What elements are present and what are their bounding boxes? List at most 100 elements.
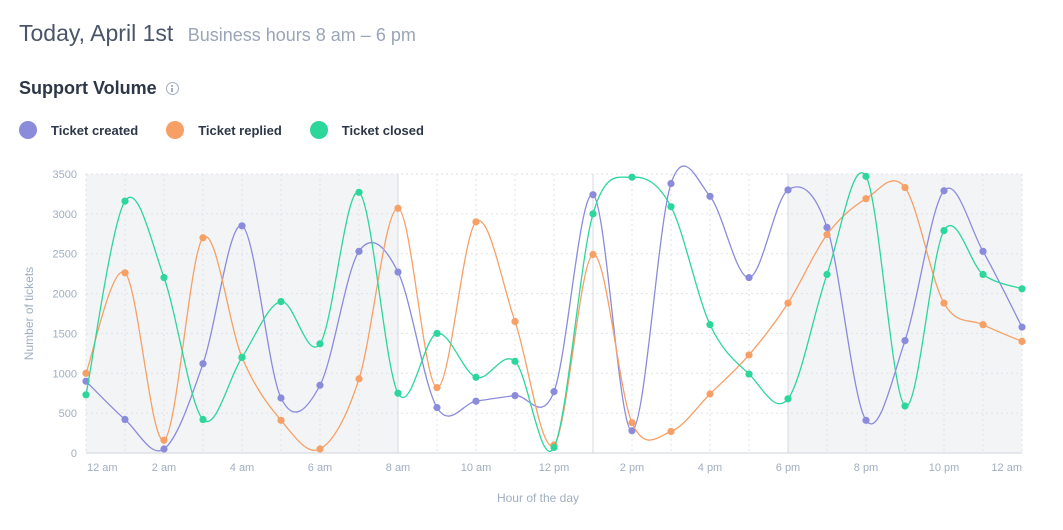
x-tick-label: 12 am — [87, 462, 118, 474]
data-point-created — [862, 416, 870, 424]
data-point-created — [121, 415, 129, 424]
data-point-created — [823, 223, 831, 232]
data-point-created — [199, 360, 207, 368]
legend-item-replied[interactable]: Ticket replied — [166, 121, 282, 139]
data-point-replied — [628, 419, 636, 427]
data-point-replied — [706, 390, 714, 398]
legend-label-created: Ticket created — [51, 122, 139, 138]
data-point-closed — [979, 270, 987, 279]
data-point-closed — [511, 357, 519, 365]
data-point-closed — [394, 389, 402, 397]
data-point-created — [277, 394, 285, 402]
x-tick-label: 4 pm — [698, 462, 722, 474]
y-tick-label: 3000 — [53, 209, 77, 221]
data-point-created — [238, 222, 246, 230]
x-tick-label: 6 pm — [776, 462, 800, 474]
data-point-closed — [706, 321, 714, 329]
data-point-created — [472, 397, 480, 405]
x-tick-label: 4 am — [230, 462, 254, 474]
data-point-closed — [1018, 285, 1026, 293]
x-tick-label: 6 am — [308, 462, 332, 474]
data-point-closed — [589, 210, 597, 218]
series-line-closed — [85, 172, 1023, 452]
data-point-closed — [862, 172, 870, 180]
data-point-closed — [355, 188, 363, 196]
data-point-replied — [667, 427, 675, 436]
data-point-replied — [862, 195, 870, 203]
data-point-closed — [238, 353, 246, 361]
business-hours-subtitle: Business hours 8 am – 6 pm — [187, 25, 416, 45]
data-point-closed — [472, 373, 480, 381]
data-point-closed — [199, 415, 207, 424]
data-point-replied — [472, 218, 480, 226]
data-point-created — [901, 337, 909, 345]
y-tick-label: 2000 — [53, 289, 77, 301]
data-point-created — [667, 179, 675, 188]
data-point-replied — [199, 234, 207, 242]
y-tick-label: 3500 — [53, 169, 77, 181]
legend-item-created[interactable]: Ticket created — [19, 121, 138, 139]
data-point-created — [745, 274, 753, 282]
data-point-created — [433, 403, 441, 412]
data-point-closed — [160, 274, 168, 282]
data-point-created — [550, 388, 558, 396]
header: Today, April 1st Business hours 8 am – 6… — [19, 20, 416, 47]
data-point-closed — [433, 329, 441, 338]
series-line-replied — [85, 180, 1023, 452]
data-point-closed — [784, 395, 792, 403]
data-point-closed — [667, 203, 675, 211]
data-point-replied — [511, 317, 519, 326]
y-tick-label: 0 — [71, 448, 77, 460]
legend-dot-created — [19, 121, 37, 139]
legend-dot-closed — [309, 121, 328, 139]
y-axis-title: Number of tickets — [22, 267, 36, 360]
y-tick-label: 2500 — [53, 249, 77, 261]
x-tick-label: 8 am — [386, 462, 410, 474]
data-point-replied — [1018, 337, 1026, 345]
legend-dot-replied — [166, 121, 185, 139]
data-point-created — [979, 247, 987, 255]
data-point-created — [706, 192, 714, 200]
data-point-replied — [394, 204, 402, 212]
chart-legend: Ticket created Ticket replied Ticket clo… — [19, 121, 452, 139]
data-point-created — [511, 392, 519, 400]
data-point-closed — [277, 297, 285, 306]
x-tick-label: 2 pm — [620, 462, 644, 474]
data-point-created — [940, 187, 948, 195]
data-point-replied — [433, 384, 441, 392]
y-tick-label: 500 — [59, 408, 77, 420]
data-point-replied — [940, 299, 948, 307]
data-point-replied — [901, 183, 909, 192]
legend-label-closed: Ticket closed — [341, 122, 424, 138]
data-point-replied — [745, 351, 753, 359]
data-point-replied — [823, 230, 831, 239]
x-axis-title: Hour of the day — [497, 491, 579, 505]
data-point-closed — [82, 391, 90, 399]
data-point-replied — [277, 416, 285, 424]
data-point-closed — [745, 370, 753, 378]
data-point-closed — [628, 173, 636, 181]
data-point-created — [628, 427, 636, 435]
data-point-created — [160, 445, 168, 453]
data-point-closed — [550, 443, 558, 452]
x-tick-label: 12 am — [991, 462, 1022, 474]
data-point-replied — [979, 321, 987, 329]
data-point-closed — [940, 226, 948, 235]
data-point-created — [589, 191, 597, 199]
data-point-closed — [316, 340, 324, 348]
data-point-created — [1018, 323, 1026, 331]
legend-label-replied: Ticket replied — [198, 122, 282, 138]
data-point-closed — [901, 402, 909, 410]
info-icon[interactable] — [165, 82, 179, 95]
data-point-replied — [121, 269, 129, 277]
data-point-replied — [82, 369, 90, 377]
data-point-closed — [121, 197, 129, 205]
y-tick-label: 1500 — [53, 328, 77, 340]
x-tick-label: 10 am — [461, 462, 492, 474]
data-point-replied — [316, 445, 324, 453]
data-point-created — [394, 268, 402, 276]
section-title: Support Volume — [19, 78, 157, 98]
legend-item-closed[interactable]: Ticket closed — [309, 121, 424, 139]
data-point-replied — [355, 375, 363, 383]
